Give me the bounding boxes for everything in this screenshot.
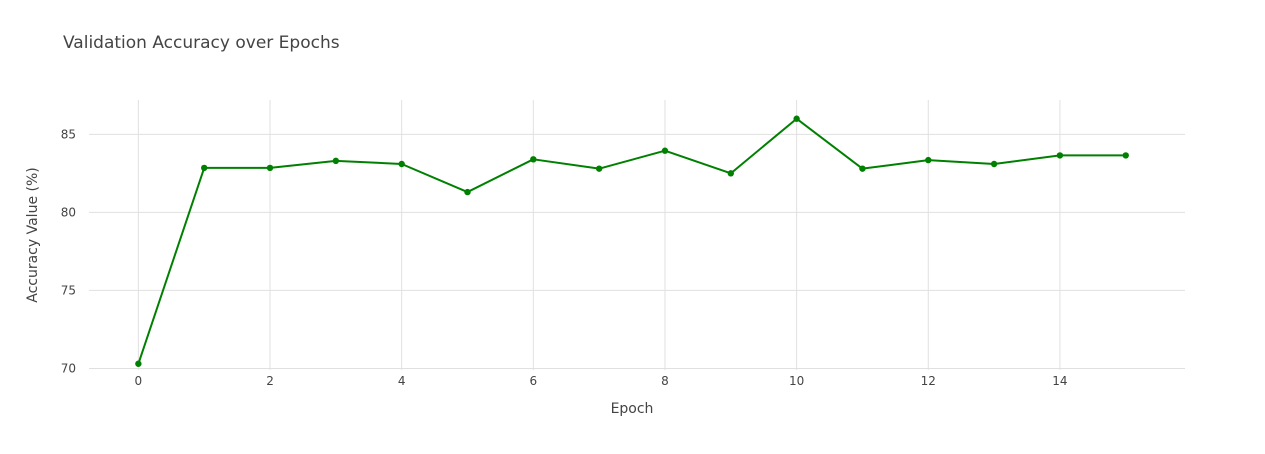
- data-point-13: [990, 160, 998, 168]
- data-point-5: [464, 188, 471, 196]
- series-layer: [135, 115, 1129, 367]
- y-tick-label-75: 75: [61, 283, 76, 297]
- data-point-3: [332, 157, 340, 165]
- data-point-1: [200, 164, 208, 172]
- x-tick-label-2: 2: [266, 374, 274, 388]
- data-point-4: [398, 160, 405, 168]
- x-tick-labels: 0 2 4 6 8 10 12 14: [135, 374, 1068, 388]
- x-gridlines: [137, 100, 1061, 370]
- y-tick-label-70: 70: [61, 361, 76, 375]
- series-line-0: [137, 117, 1126, 365]
- chart-title: Validation Accuracy over Epochs: [63, 33, 340, 53]
- data-point-6: [530, 156, 537, 163]
- data-point-15: [1122, 152, 1129, 159]
- y-tick-label-85: 85: [61, 127, 76, 141]
- data-point-14: [1056, 152, 1064, 159]
- data-point-12: [925, 156, 932, 164]
- data-point-11: [859, 165, 866, 172]
- x-tick-label-8: 8: [661, 374, 669, 388]
- data-point-10: [793, 115, 800, 122]
- data-point-7: [595, 165, 603, 172]
- x-tick-label-10: 10: [789, 374, 804, 388]
- data-point-2: [266, 164, 274, 172]
- x-tick-label-6: 6: [530, 374, 538, 388]
- x-tick-label-0: 0: [135, 374, 143, 388]
- y-gridlines: [89, 133, 1185, 369]
- data-point-9: [727, 170, 735, 177]
- x-axis-label: Epoch: [611, 401, 654, 417]
- data-point-8: [661, 147, 669, 154]
- x-tick-label-4: 4: [398, 374, 406, 388]
- x-tick-label-14: 14: [1052, 374, 1067, 388]
- data-point-0: [135, 360, 142, 367]
- y-tick-label-80: 80: [61, 205, 76, 219]
- x-tick-label-12: 12: [921, 374, 936, 388]
- y-axis-label: Accuracy Value (%): [25, 167, 41, 303]
- y-tick-labels: 70 75 80 85: [61, 127, 76, 375]
